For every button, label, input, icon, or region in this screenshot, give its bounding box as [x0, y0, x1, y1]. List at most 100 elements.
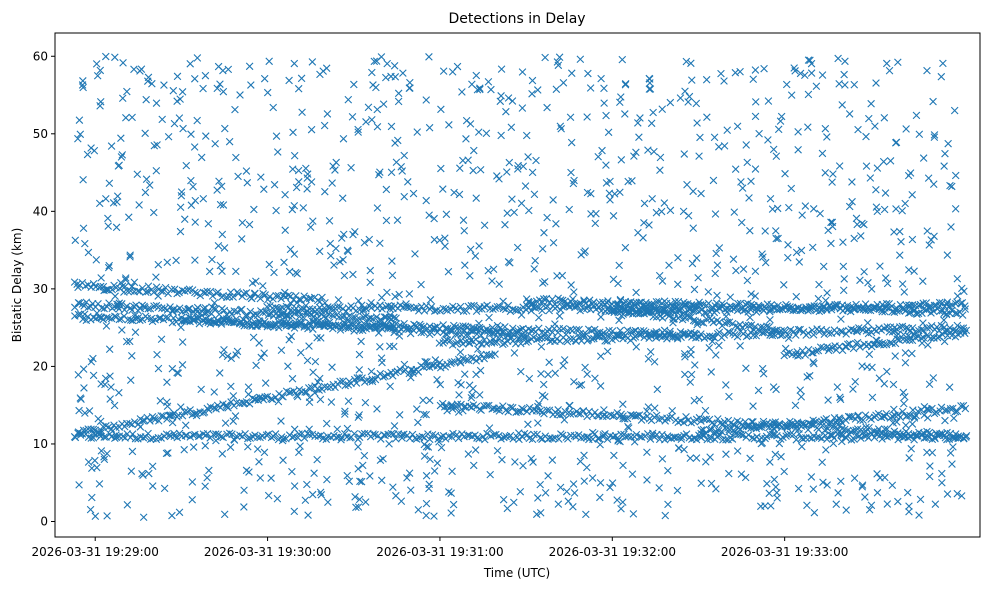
detection-point-1495 — [504, 301, 513, 310]
detection-point-2288 — [466, 245, 475, 254]
detection-point-1999 — [763, 322, 771, 331]
detection-point-1416 — [296, 304, 305, 313]
detection-point-506 — [440, 403, 449, 411]
detection-point-668 — [865, 423, 873, 432]
detection-point-1789 — [568, 295, 577, 303]
detection-point-2103 — [676, 307, 684, 315]
detection-point-2055 — [906, 336, 914, 345]
detection-point-29 — [146, 435, 155, 444]
detection-point-444 — [336, 377, 344, 386]
detection-point-802 — [946, 404, 955, 413]
detection-point-1221 — [222, 315, 231, 323]
detection-point-1705 — [791, 331, 800, 339]
y-tick-label-2: 20 — [33, 359, 48, 373]
detection-point-580 — [635, 411, 644, 419]
detection-point-1931 — [940, 309, 948, 318]
detection-point-1105 — [520, 331, 528, 340]
detection-point-690 — [923, 427, 931, 436]
detection-point-2117 — [712, 306, 721, 315]
detection-point-1627 — [588, 335, 596, 343]
detection-point-416 — [263, 392, 272, 401]
detection-point-35 — [162, 430, 171, 438]
detection-point-881 — [259, 308, 267, 317]
detection-point-1301 — [430, 323, 439, 332]
detection-point-2161 — [827, 303, 836, 311]
detection-point-814 — [84, 303, 92, 312]
detection-point-873 — [237, 305, 246, 314]
detection-point-1293 — [410, 320, 418, 329]
detection-point-1629 — [592, 332, 601, 341]
detection-point-342 — [70, 433, 79, 441]
detection-point-1990 — [738, 323, 746, 332]
detection-point-1623 — [577, 337, 586, 345]
detection-point-2271 — [339, 230, 348, 239]
detection-point-2230 — [795, 258, 804, 266]
detection-point-87 — [298, 429, 306, 438]
detection-point-686 — [912, 432, 921, 440]
detection-point-557 — [574, 409, 583, 418]
detection-point-1446 — [376, 301, 384, 310]
detection-point-806 — [957, 402, 965, 410]
detection-point-1210 — [193, 314, 202, 323]
detection-point-460 — [379, 373, 387, 381]
detection-point-1819 — [648, 300, 656, 309]
detection-point-522 — [483, 401, 491, 410]
detection-point-764 — [846, 412, 854, 421]
detection-point-1676 — [715, 328, 724, 337]
detection-point-879 — [253, 311, 262, 320]
detection-point-2149 — [796, 306, 805, 315]
detection-point-732 — [762, 419, 771, 428]
detection-point-754 — [820, 416, 828, 424]
detection-point-2272 — [168, 418, 177, 427]
detection-point-59 — [225, 429, 234, 438]
detection-point-1119 — [102, 286, 110, 294]
detection-point-77 — [271, 430, 280, 438]
detection-point-811 — [75, 299, 84, 308]
detection-point-1785 — [558, 296, 567, 305]
detection-point-664 — [853, 425, 862, 433]
detection-point-1712 — [809, 331, 818, 339]
detection-point-809 — [71, 303, 79, 312]
detection-point-2242 — [724, 428, 733, 436]
detection-point-1250 — [297, 318, 305, 327]
detection-point-1729 — [854, 324, 863, 332]
detection-point-846 — [168, 307, 177, 316]
detection-point-1704 — [789, 327, 798, 336]
detection-point-1654 — [658, 332, 667, 341]
detection-point-597 — [680, 418, 688, 427]
detection-point-73 — [262, 431, 271, 439]
detection-point-1251 — [301, 321, 309, 330]
detection-point-545 — [543, 406, 551, 414]
detection-point-2234 — [754, 305, 763, 314]
detection-point-1489 — [489, 305, 497, 314]
detection-point-2196 — [919, 299, 928, 308]
detection-point-800 — [941, 406, 949, 415]
detection-point-1184 — [272, 291, 280, 300]
detection-point-1463 — [420, 307, 429, 315]
detection-point-209 — [617, 430, 625, 439]
detection-point-1144 — [167, 285, 176, 294]
detection-point-2222 — [379, 100, 388, 108]
detection-point-924 — [372, 313, 381, 321]
detection-point-1974 — [697, 318, 706, 327]
detection-point-1849 — [726, 302, 734, 310]
detection-point-2228 — [908, 190, 916, 199]
detection-point-1799 — [595, 298, 604, 307]
detection-point-1484 — [475, 305, 483, 313]
detection-point-1140 — [157, 287, 165, 295]
detection-point-343 — [74, 428, 83, 436]
detection-point-752 — [815, 418, 824, 427]
detection-point-23 — [131, 434, 140, 443]
detection-point-1599 — [514, 335, 522, 343]
detection-point-2286 — [270, 180, 279, 189]
detection-point-1223 — [228, 317, 236, 326]
detection-point-950 — [115, 315, 124, 324]
detection-point-123 — [392, 435, 400, 443]
detection-point-176 — [530, 430, 538, 439]
detection-point-1461 — [414, 307, 423, 315]
detection-point-326 — [922, 433, 930, 442]
detection-point-1224 — [230, 318, 238, 327]
detection-point-92 — [311, 432, 319, 441]
detection-point-2035 — [853, 338, 862, 347]
detection-point-225 — [658, 430, 666, 439]
